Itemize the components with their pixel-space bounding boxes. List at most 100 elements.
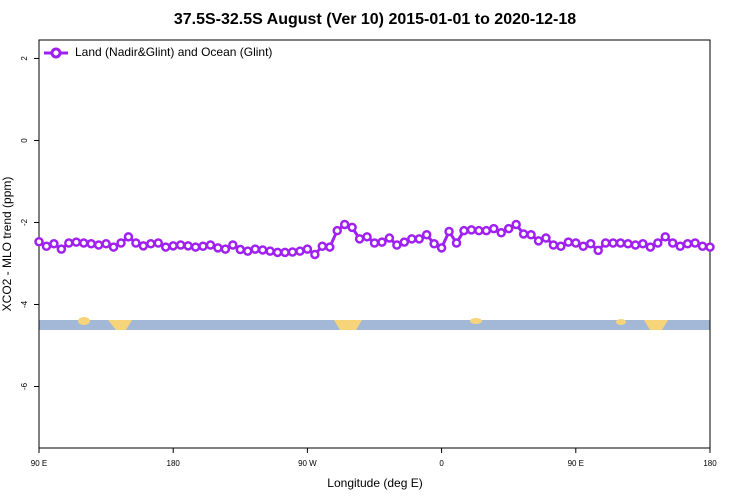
data-point: [280, 247, 290, 258]
data-point: [302, 244, 313, 254]
data-point: [354, 234, 365, 244]
x-tick-label: 90 W: [298, 459, 317, 468]
x-tick-label: 90 E: [31, 459, 47, 468]
data-point: [593, 245, 603, 256]
data-point: [563, 237, 574, 247]
y-tick-label: -2: [20, 218, 29, 226]
data-point: [205, 240, 216, 250]
data-point: [451, 238, 462, 248]
data-point: [667, 238, 678, 248]
y-axis-label: XCO2 - MLO trend (ppm): [0, 177, 14, 312]
data-point: [272, 247, 283, 258]
data-point: [615, 238, 626, 248]
data-point: [71, 237, 82, 247]
x-axis-label: Longitude (deg E): [327, 476, 422, 490]
data-point: [429, 239, 439, 249]
data-point: [287, 247, 298, 257]
data-point: [660, 232, 671, 242]
x-tick-label: 180: [703, 459, 717, 468]
chart-title: 37.5S-32.5S August (Ver 10) 2015-01-01 t…: [174, 11, 576, 28]
legend-marker: [50, 47, 62, 59]
data-point: [608, 238, 618, 248]
data-point: [198, 241, 208, 252]
data-point: [243, 246, 253, 256]
data-point: [310, 249, 320, 260]
data-point: [578, 241, 589, 252]
data-point: [49, 239, 59, 249]
data-point: [690, 238, 700, 248]
data-point: [153, 238, 164, 248]
x-tick-label: 0: [439, 459, 444, 468]
data-point: [78, 238, 89, 248]
data-point: [623, 239, 633, 249]
legend: Land (Nadir&Glint) and Ocean (Glint): [44, 45, 272, 59]
data-point: [444, 226, 454, 237]
data-point: [489, 223, 499, 234]
data-point: [630, 240, 641, 250]
data-point: [682, 239, 693, 249]
data-point: [481, 225, 492, 236]
data-point: [317, 241, 328, 252]
data-point: [645, 242, 656, 252]
data-point: [392, 240, 402, 250]
data-point: [496, 227, 506, 238]
data-point: [399, 237, 410, 247]
data-point: [332, 225, 342, 236]
data-point: [556, 241, 566, 252]
data-point: [526, 230, 536, 240]
data-point: [250, 244, 260, 254]
data-point: [213, 243, 223, 253]
data-point: [503, 223, 514, 234]
y-tick-label: 2: [20, 56, 29, 61]
data-point: [571, 238, 581, 248]
data-point: [146, 239, 156, 249]
data-point: [160, 242, 171, 252]
data-point: [533, 236, 544, 246]
data-point: [705, 242, 715, 252]
y-tick-label: 0: [20, 138, 29, 143]
data-point: [518, 229, 529, 239]
data-point: [257, 245, 268, 255]
data-point: [407, 234, 417, 244]
map-strip: [39, 317, 710, 330]
data-point: [101, 239, 111, 249]
data-point: [56, 244, 67, 254]
data-point: [265, 246, 275, 256]
x-tick-label: 180: [167, 459, 181, 468]
data-point: [116, 238, 126, 248]
data-point: [86, 239, 96, 249]
data-point: [548, 240, 559, 250]
data-point: [638, 239, 648, 249]
data-point: [339, 219, 350, 230]
data-point: [675, 241, 685, 252]
data-point: [175, 240, 186, 250]
x-tick-label: 90 E: [568, 459, 584, 468]
data-point: [64, 238, 74, 248]
data-point: [369, 238, 380, 248]
data-point: [362, 232, 372, 242]
data-point: [384, 233, 395, 243]
data-point: [93, 240, 104, 250]
data-point: [697, 241, 708, 252]
data-point: [466, 225, 477, 235]
data-point: [600, 238, 611, 248]
data-point: [295, 246, 305, 256]
data-point: [41, 241, 52, 252]
data-point: [347, 222, 357, 233]
data-point: [474, 225, 484, 236]
data-point: [377, 237, 387, 247]
data-point: [123, 232, 134, 242]
data-point: [168, 241, 178, 251]
data-point: [541, 233, 551, 243]
data-point: [653, 238, 663, 248]
data-point: [325, 242, 335, 252]
data-point: [235, 244, 246, 255]
data-point: [220, 244, 231, 254]
y-tick-label: -4: [20, 300, 29, 308]
data-point: [108, 242, 119, 252]
data-point: [34, 236, 44, 247]
data-point: [138, 241, 149, 251]
legend-label: Land (Nadir&Glint) and Ocean (Glint): [75, 45, 272, 59]
data-point: [183, 241, 193, 251]
